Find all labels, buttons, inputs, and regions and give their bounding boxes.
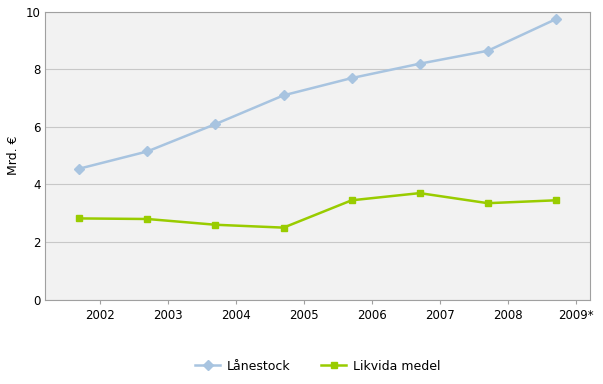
Likvida medel — [416, 191, 423, 195]
Likvida medel — [484, 201, 491, 205]
Legend: Lånestock, Likvida medel: Lånestock, Likvida medel — [190, 355, 445, 377]
Likvida medel — [280, 225, 287, 230]
Y-axis label: Mrd. €: Mrd. € — [7, 136, 20, 175]
Lånestock — [75, 166, 83, 171]
Likvida medel — [552, 198, 560, 203]
Lånestock — [484, 48, 491, 53]
Lånestock — [212, 122, 219, 126]
Lånestock — [280, 93, 287, 98]
Likvida medel — [144, 217, 151, 221]
Line: Likvida medel: Likvida medel — [76, 190, 560, 231]
Lånestock — [348, 76, 355, 80]
Likvida medel — [212, 222, 219, 227]
Likvida medel — [348, 198, 355, 203]
Lånestock — [416, 61, 423, 66]
Lånestock — [552, 17, 560, 22]
Lånestock — [144, 149, 151, 154]
Line: Lånestock: Lånestock — [76, 16, 560, 172]
Likvida medel — [75, 216, 83, 221]
